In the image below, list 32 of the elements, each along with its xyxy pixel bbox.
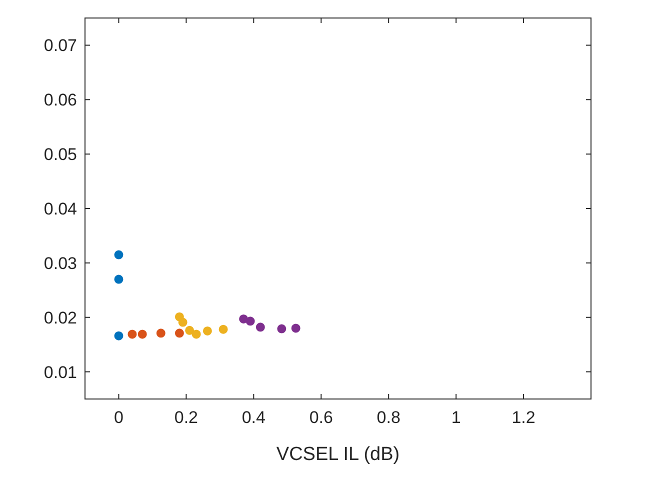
x-tick-label: 0.2: [174, 408, 198, 427]
point: [202, 326, 212, 336]
point: [246, 316, 255, 326]
y-tick-label: 0.06: [44, 90, 77, 110]
point: [277, 324, 286, 334]
point: [178, 318, 188, 327]
x-axis-title: VCSEL IL (dB): [276, 444, 400, 465]
point: [185, 326, 194, 335]
y-tick-label: 0.03: [44, 254, 77, 273]
point: [128, 330, 137, 339]
y-tick-label: 0.02: [44, 308, 77, 328]
point: [156, 328, 166, 338]
point: [192, 330, 201, 339]
point: [218, 324, 228, 334]
point: [114, 274, 124, 284]
point: [174, 328, 184, 338]
x-tick-label: 0: [114, 408, 124, 427]
x-tick-label: 1: [451, 408, 461, 427]
y-tick-label: 0.05: [44, 145, 77, 164]
point: [256, 322, 265, 332]
point: [114, 331, 124, 340]
point: [291, 324, 300, 333]
x-tick-label: 0.6: [309, 408, 333, 427]
y-tick-label: 0.07: [44, 36, 77, 56]
y-tick-label: 0.04: [44, 200, 77, 218]
x-tick-label: 1.2: [512, 408, 536, 427]
point: [239, 314, 248, 324]
x-tick-label: 0.4: [242, 408, 266, 427]
point: [138, 330, 147, 339]
y-tick-label: 0.01: [44, 362, 77, 382]
x-tick-label: 0.8: [376, 408, 400, 427]
point: [114, 250, 124, 260]
